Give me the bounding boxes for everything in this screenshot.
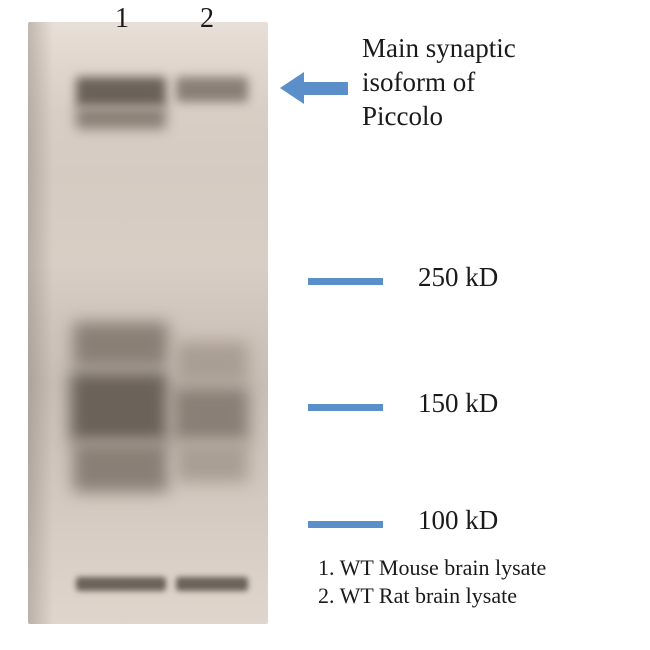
marker-line-250: [308, 278, 383, 285]
lane1-band: [70, 372, 168, 442]
lane2-band: [176, 577, 248, 591]
western-blot: [28, 22, 268, 624]
lane2-label: 2: [200, 3, 214, 35]
lane1-band: [76, 77, 166, 107]
lane2-band: [176, 342, 248, 382]
marker-line-100: [308, 521, 383, 528]
lane2-band: [176, 442, 248, 482]
marker-label-250: 250 kD: [418, 262, 498, 293]
annotation-line3: Piccolo: [362, 101, 443, 131]
legend-num-2: 2.: [318, 583, 335, 608]
arrow-head-icon: [280, 72, 304, 104]
lane1-band: [76, 107, 166, 129]
annotation-line1: Main synaptic: [362, 33, 516, 63]
legend-item-2: 2. WT Rat brain lysate: [318, 583, 517, 609]
marker-line-150: [308, 404, 383, 411]
figure-container: 1 2 Main synaptic isoform of Piccolo 250…: [0, 0, 650, 650]
lane2-band: [176, 77, 248, 102]
lane1-band: [76, 577, 166, 591]
marker-label-100: 100 kD: [418, 505, 498, 536]
annotation-line2: isoform of: [362, 67, 475, 97]
blot-edge-shadow: [28, 22, 53, 624]
lane1-band: [73, 322, 168, 367]
marker-label-150: 150 kD: [418, 388, 498, 419]
legend-num-1: 1.: [318, 555, 335, 580]
legend-text-1: WT Mouse brain lysate: [340, 555, 547, 580]
arrow-shaft: [304, 82, 348, 95]
annotation-arrow: [280, 72, 348, 104]
legend-item-1: 1. WT Mouse brain lysate: [318, 555, 546, 581]
lane1-band: [73, 442, 168, 492]
lane1-label: 1: [115, 3, 129, 35]
legend-text-2: WT Rat brain lysate: [340, 583, 517, 608]
annotation-text: Main synaptic isoform of Piccolo: [362, 32, 516, 133]
lane2-band: [173, 387, 249, 442]
